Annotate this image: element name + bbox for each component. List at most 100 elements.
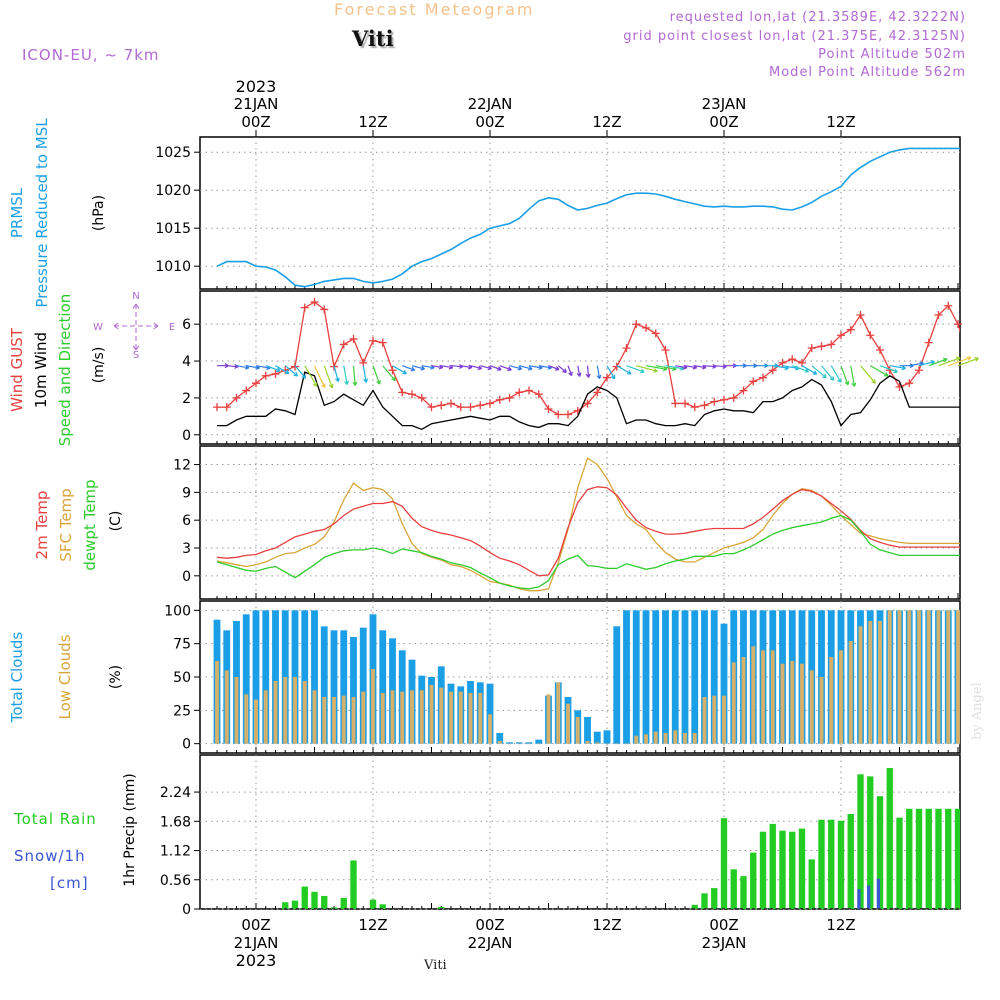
bottom-date-label: 23JAN (702, 934, 747, 952)
top-hour-label: 00Z (475, 113, 504, 131)
wind-direction-arrow (382, 365, 396, 382)
rain-bar (954, 808, 960, 909)
cloud-low-bar (829, 657, 834, 744)
wind-direction-arrow (801, 365, 818, 375)
cloud-low-bar (702, 697, 707, 744)
wind-gust-marker (866, 331, 875, 340)
wind-gust-marker (661, 345, 670, 354)
wind-gust-marker (778, 358, 787, 367)
wind-direction-arrow (879, 365, 898, 374)
pressure-ytick-label: 1020 (155, 183, 191, 199)
rain-bar (759, 831, 767, 909)
rain-bar (896, 817, 903, 909)
wind-10m-line (217, 371, 960, 431)
cloud-low-bar (936, 610, 941, 744)
cloud-total-bar (720, 623, 728, 744)
wind-direction-arrow (275, 365, 290, 375)
point-altitude: Point Altitude 502m (818, 47, 966, 62)
wind-gust-marker (417, 393, 426, 402)
wind-gust-marker (525, 386, 533, 395)
wind-gust-marker (408, 390, 416, 399)
cloud-low-bar (332, 697, 336, 744)
wind-gust-marker (720, 395, 728, 404)
cloud-low-bar (780, 663, 785, 744)
wind-direction-arrow (811, 365, 827, 379)
cloud-low-bar (624, 743, 629, 745)
wind-gust-marker (456, 403, 465, 412)
top-hour-label: 00Z (709, 113, 738, 131)
wind-direction-arrow (313, 365, 326, 388)
wind-direction-arrow (460, 364, 473, 370)
watermark: by Angel (970, 682, 985, 740)
cloud-low-bar (887, 610, 892, 744)
wind-direction-arrow (869, 365, 889, 377)
rain-bar (945, 808, 952, 909)
cloud-total-bar (262, 610, 270, 744)
cloud-low-bar (390, 690, 395, 744)
wind-direction-arrow (948, 356, 972, 367)
cloud-low-bar (858, 626, 863, 744)
wind-direction-arrow (352, 365, 358, 386)
cloud-total-bar (379, 630, 387, 744)
bottom-hour-label: 00Z (241, 916, 270, 934)
cloud-low-bar (254, 699, 258, 744)
cloud-low-bar (926, 610, 931, 744)
cloud-low-bar (663, 733, 668, 744)
temp-ytick-label: 0 (182, 569, 191, 585)
clouds-ytick-label: 100 (164, 603, 191, 619)
wind-gust-marker (827, 340, 836, 349)
cloud-low-bar (575, 717, 580, 744)
text-layer: 1010 1015 1020 1025 0 2 4 6 0 3 6 9 12 0 25 50 75 100 0 0.5… (8, 77, 856, 970)
wind-direction-arrow (821, 365, 835, 381)
cloud-low-bar (722, 695, 726, 744)
wind-direction-arrow (217, 363, 229, 369)
grid-point-coords: grid point closest lon,lat (21.375E, 42.… (623, 29, 966, 44)
precip-ytick-label: 2.24 (160, 785, 191, 801)
wind-gust-marker (924, 338, 933, 347)
cloud-low-bar (302, 681, 307, 744)
wind-direction-arrow (918, 360, 935, 367)
clouds-ytick-label: 50 (173, 670, 191, 686)
cloud-low-bar (819, 677, 824, 744)
cloud-total-bar (252, 610, 260, 744)
wind-direction-arrow (792, 365, 810, 373)
cloud-total-bar (311, 610, 318, 744)
dewpt-label: dewpt Temp (81, 479, 99, 570)
wind-direction-arrow (636, 365, 658, 373)
cloud-low-bar (809, 670, 814, 744)
cloud-low-bar (361, 691, 366, 744)
wind-gust-marker (466, 403, 475, 412)
cloud-low-bar (731, 662, 736, 744)
wind-direction-arrow (889, 365, 906, 371)
cloud-low-bar (848, 641, 853, 744)
wind-direction-arrow (840, 365, 850, 386)
rain-bar (730, 869, 737, 909)
rain-bar (350, 860, 357, 909)
wind-gust-marker (710, 397, 719, 406)
total-clouds-label: Total Clouds (8, 632, 26, 724)
cloud-low-bar (341, 695, 346, 744)
cloud-low-bar (897, 610, 902, 744)
wind-10m-label: 10m Wind (32, 332, 50, 408)
wind-gust-marker (369, 336, 377, 345)
wind-gust-marker (252, 379, 260, 388)
wind-gust-marker (544, 404, 553, 413)
bottom-date-label: 22JAN (468, 934, 513, 952)
wind-ytick-label: 2 (182, 391, 191, 407)
wind-panel-frame (199, 290, 961, 445)
rain-bar (711, 888, 718, 909)
clouds-ytick-label: 25 (173, 703, 191, 719)
wind-gust-marker (495, 395, 504, 404)
cloud-low-bar (419, 690, 424, 744)
cloud-low-bar (634, 735, 639, 744)
wind-gust-marker (798, 358, 806, 367)
compass-rose-icon (113, 303, 159, 351)
dewpt-line (216, 514, 960, 590)
model-altitude: Model Point Altitude 562m (769, 65, 966, 80)
cloud-low-bar (263, 690, 268, 744)
rain-bar (798, 828, 806, 909)
wind-direction-arrow (431, 364, 444, 370)
rain-bar (369, 899, 377, 909)
wind-direction-arrow (606, 365, 616, 380)
rain-bar (701, 893, 708, 909)
